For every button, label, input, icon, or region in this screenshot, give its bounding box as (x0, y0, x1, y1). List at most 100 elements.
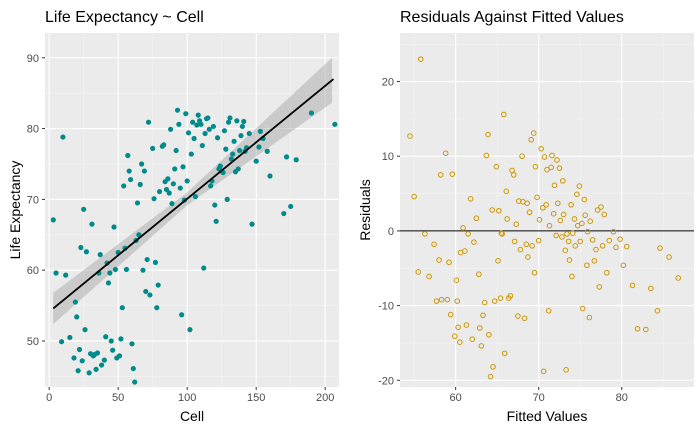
residual-point (507, 293, 514, 299)
residual-point (648, 285, 654, 292)
left-y-axis-label: Life Expectancy (7, 161, 23, 260)
data-point (130, 365, 136, 372)
data-point (184, 178, 190, 184)
data-point (163, 186, 170, 193)
residual-point (562, 247, 569, 254)
residual-point (568, 201, 574, 208)
residual-point (569, 230, 576, 236)
residual-point (559, 178, 566, 184)
data-point (72, 299, 78, 305)
residual-point (584, 262, 590, 269)
left-fit-line (52, 78, 335, 310)
residual-point (447, 311, 454, 318)
data-point (237, 147, 243, 154)
data-point (199, 142, 205, 149)
x-tick-label: 150 (247, 392, 265, 404)
left-panel: Life Expectancy ~ Cell 0 50 100 150 200 50 60… (7, 9, 339, 424)
residual-point (572, 243, 579, 249)
data-point (81, 206, 87, 212)
residual-point (623, 243, 630, 250)
residual-point (511, 238, 518, 245)
x-tick-label: 0 (46, 392, 52, 404)
residual-point (587, 218, 593, 225)
data-point (83, 249, 90, 255)
residual-point (571, 216, 578, 222)
right-y-axis-label: Residuals (357, 179, 373, 240)
residual-point (473, 215, 480, 222)
residual-point (461, 248, 468, 254)
data-point (152, 259, 159, 265)
residual-point (579, 305, 586, 312)
data-point (283, 154, 290, 160)
residual-point (503, 188, 510, 195)
data-point (166, 190, 172, 196)
data-point (151, 196, 157, 202)
residual-point (449, 171, 456, 177)
data-point (234, 118, 240, 124)
data-point (137, 181, 143, 188)
data-point (235, 166, 241, 172)
data-point (239, 123, 245, 130)
residual-point (564, 231, 570, 237)
residual-point (485, 131, 491, 138)
residual-point (528, 136, 535, 143)
residual-point (498, 230, 505, 236)
data-point (78, 244, 84, 251)
residual-point (546, 222, 553, 229)
residual-point (581, 196, 588, 203)
residual-point (531, 269, 538, 276)
residual-point (456, 339, 463, 345)
residual-point (557, 217, 564, 224)
right-y-ticks: -20 -10 0 10 20 (378, 77, 400, 387)
residual-point (525, 254, 531, 260)
data-point (108, 338, 114, 344)
data-point (206, 126, 212, 132)
data-point (253, 158, 259, 164)
right-chart-title: Residuals Against Fitted Values (400, 9, 624, 26)
data-point (249, 221, 255, 227)
data-point (136, 232, 142, 238)
residual-point (654, 308, 661, 314)
residual-point (532, 163, 539, 170)
residual-point (513, 221, 520, 227)
data-point (161, 142, 167, 148)
data-point (58, 339, 65, 345)
residual-point (610, 228, 617, 235)
data-point (231, 138, 237, 144)
data-point (111, 224, 117, 230)
data-point (93, 366, 99, 372)
data-point (228, 156, 234, 162)
data-point (191, 135, 197, 142)
residual-point (606, 237, 613, 244)
data-point (116, 353, 123, 359)
data-point (169, 201, 175, 207)
data-point (79, 358, 85, 364)
residual-point (666, 254, 672, 260)
y-tick-label: 20 (382, 77, 394, 89)
data-point (187, 327, 193, 333)
residual-point (534, 194, 540, 201)
residual-point (444, 296, 451, 303)
data-point (98, 362, 105, 368)
residual-point (455, 324, 461, 331)
data-point (155, 282, 161, 288)
residual-point (493, 163, 500, 170)
data-point (188, 151, 194, 157)
x-tick-label: 50 (112, 392, 124, 404)
data-point (332, 121, 338, 127)
y-tick-label: 90 (27, 53, 39, 65)
residual-point (463, 322, 470, 328)
data-point (208, 183, 214, 189)
residual-point (566, 257, 573, 263)
residual-point (613, 244, 619, 251)
residual-point (538, 145, 544, 152)
data-point (246, 130, 252, 137)
data-point (118, 336, 124, 342)
residual-point (565, 238, 572, 245)
residual-point (598, 204, 604, 210)
data-point (174, 107, 181, 113)
data-point (179, 312, 185, 318)
data-point (94, 350, 101, 356)
residual-point (563, 367, 569, 373)
regression-line (52, 78, 335, 310)
